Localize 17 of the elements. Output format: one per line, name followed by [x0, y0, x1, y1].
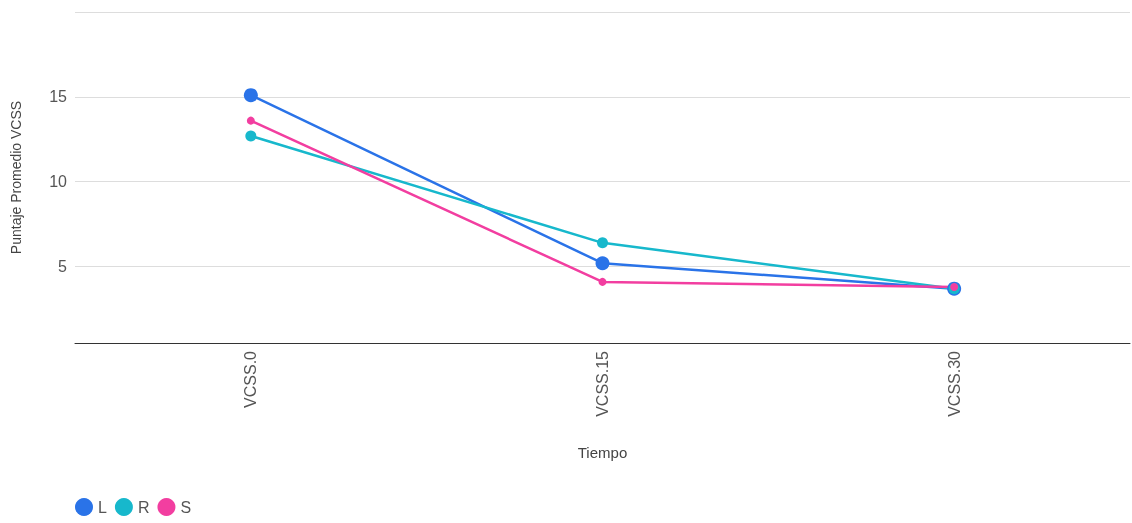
legend-label: R — [137, 498, 150, 516]
point — [598, 277, 607, 286]
y-axis-title: Puntaje Promedio VCSS — [8, 100, 24, 255]
y-tick-label: 10 — [49, 173, 68, 191]
legend-label: S — [180, 498, 192, 516]
x-tick-label: VCSS.15 — [594, 350, 611, 417]
x-axis-title: Tiempo — [577, 444, 628, 461]
x-tick-label: VCSS.30 — [945, 350, 963, 417]
point — [246, 116, 255, 125]
point — [595, 256, 610, 271]
x-tick-label: VCSS.0 — [242, 350, 260, 408]
point — [245, 130, 257, 142]
point — [597, 237, 608, 249]
y-tick-label: 15 — [49, 88, 68, 106]
y-tick-label: 5 — [58, 258, 68, 276]
point — [243, 88, 258, 103]
legend-label: L — [98, 498, 107, 516]
